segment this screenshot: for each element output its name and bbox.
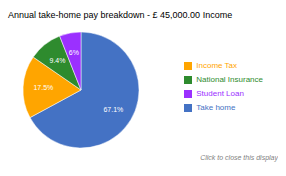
svg-text:67.1%: 67.1%: [103, 106, 123, 113]
html-text:Annual take-home pay breakdown: Annual take-home pay breakdown - £ 45,00…: [8, 10, 233, 20]
svg-text:6%: 6%: [69, 49, 79, 56]
html-text:National Insurance: National Insurance: [196, 75, 263, 84]
html-text:Click to close this display: Click to close this display: [200, 154, 278, 161]
html-text:Student Loan: Student Loan: [196, 89, 244, 98]
svg-text:17.5%: 17.5%: [33, 84, 53, 91]
html-text:Take home: Take home: [196, 103, 236, 112]
svg-text:9.4%: 9.4%: [50, 57, 66, 64]
html-text:Income Tax: Income Tax: [196, 61, 237, 70]
